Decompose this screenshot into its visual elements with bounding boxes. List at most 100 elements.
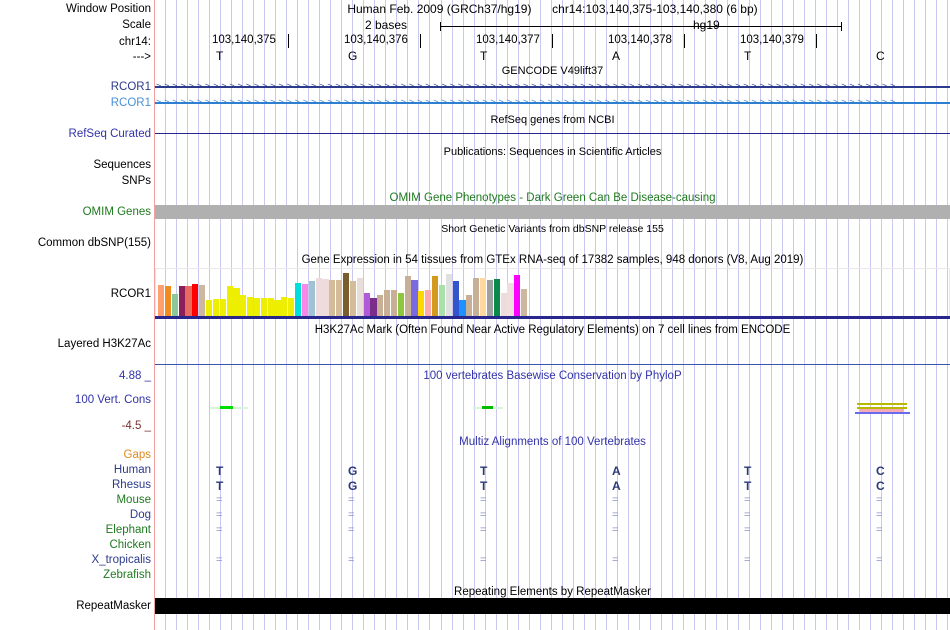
gtex-tissue-bar[interactable] (274, 300, 281, 318)
label-sequences[interactable]: Sequences (93, 159, 151, 171)
label-repeatmasker[interactable]: RepeatMasker (76, 600, 151, 612)
coordinate-ruler[interactable]: 103,140,375 103,140,376 103,140,377 103,140… (155, 34, 950, 50)
multiz-base: A (612, 464, 621, 478)
multiz-gap-mark: = (216, 494, 223, 506)
label-gtex-rcor1[interactable]: RCOR1 (110, 288, 151, 300)
gtex-tissue-bar[interactable] (363, 292, 370, 318)
gtex-tissue-bar[interactable] (384, 290, 391, 318)
gtex-tissue-bar[interactable] (336, 280, 343, 318)
gtex-tissue-bar[interactable] (281, 296, 288, 318)
gtex-tissue-bar[interactable] (404, 276, 411, 318)
gtex-tissue-bar[interactable] (486, 280, 493, 318)
gtex-tissue-bar[interactable] (342, 272, 350, 318)
label-snps[interactable]: SNPs (121, 175, 151, 187)
gtex-tissue-bar[interactable] (301, 283, 309, 318)
gtex-tissue-bar[interactable] (171, 294, 178, 318)
scale-bar-line (440, 26, 842, 27)
gtex-tissue-bar[interactable] (253, 297, 261, 318)
gtex-tissue-bar[interactable] (493, 278, 500, 318)
gtex-tissue-bar[interactable] (247, 296, 254, 318)
cons-max-label: 4.88 _ (119, 370, 151, 382)
label-common-dbsnp[interactable]: Common dbSNP(155) (37, 237, 151, 249)
gtex-tissue-bar[interactable] (432, 276, 439, 318)
gtex-tissue-bar[interactable] (473, 277, 480, 318)
gtex-tissue-bar[interactable] (479, 277, 487, 318)
gtex-tissue-bar[interactable] (370, 297, 377, 318)
multiz-label-human[interactable]: Human (113, 464, 151, 476)
gtex-tissue-bar[interactable] (205, 300, 213, 318)
gtex-tissue-bar[interactable] (459, 300, 466, 318)
gtex-tissue-bar[interactable] (164, 286, 172, 318)
multiz-base: C (876, 464, 885, 478)
label-layered-h3k27ac[interactable]: Layered H3K27Ac (57, 338, 151, 350)
gtex-tissue-bar[interactable] (445, 273, 452, 318)
cons-bar-olive-bottom (857, 407, 907, 409)
gtex-tissue-bar[interactable] (425, 290, 432, 318)
label-omim-genes[interactable]: OMIM Genes (82, 206, 151, 218)
multiz-label-elephant[interactable]: Elephant (105, 524, 151, 536)
rcor1-gencode-transcript-1[interactable]: >>>>>>>>>>>>>>>>>>>>>>>>>>>>>>>>>>>>>>>>… (155, 80, 950, 93)
publications-track-title: Publications: Sequences in Scientific Ar… (443, 146, 662, 158)
gtex-tissue-bar[interactable] (397, 292, 404, 318)
multiz-gap-mark: = (612, 509, 619, 521)
gtex-tissue-bar[interactable] (295, 282, 302, 318)
omim-gene-feature[interactable] (155, 205, 950, 219)
gtex-tissue-bar[interactable] (212, 299, 219, 318)
multiz-label-chicken[interactable]: Chicken (109, 539, 151, 551)
h3k27ac-baseline (155, 364, 950, 365)
gtex-tissue-bar[interactable] (185, 286, 192, 318)
label-refseq-curated[interactable]: RefSeq Curated (68, 128, 151, 140)
gtex-tissue-bar[interactable] (507, 282, 514, 318)
gtex-tissue-bar[interactable] (390, 290, 398, 318)
gtex-tissue-bar[interactable] (514, 275, 521, 318)
gtex-tissue-bar[interactable] (233, 287, 240, 318)
gtex-tissue-bar[interactable] (466, 295, 473, 318)
repeatmasker-feature[interactable] (155, 598, 950, 614)
multiz-gap-mark: = (744, 494, 751, 506)
gtex-tissue-bar[interactable] (329, 280, 336, 318)
track-data-area[interactable]: Human Feb. 2009 (GRCh37/hg19) chr14:103,… (154, 0, 950, 630)
gtex-tissue-bar[interactable] (411, 280, 418, 318)
multiz-gap-mark: = (876, 554, 883, 566)
gtex-tissue-bar[interactable] (308, 281, 315, 318)
gtex-tissue-bar[interactable] (356, 277, 363, 318)
gtex-tissue-bar[interactable] (418, 291, 425, 318)
gtex-tissue-bar[interactable] (500, 292, 507, 318)
gtex-tissue-bar[interactable] (219, 299, 226, 318)
label-rcor1-gencode-1[interactable]: RCOR1 (110, 81, 151, 93)
refseq-curated-feature[interactable] (155, 133, 950, 134)
gtex-expression-barchart[interactable] (155, 268, 950, 318)
multiz-label-rhesus[interactable]: Rhesus (112, 479, 151, 491)
gtex-tissue-bar[interactable] (452, 281, 459, 318)
multiz-label-mouse[interactable]: Mouse (116, 494, 151, 506)
gtex-tissue-bar[interactable] (158, 285, 165, 318)
gtex-tissue-bar[interactable] (377, 295, 384, 318)
multiz-alignment-rows[interactable]: T G T A T C T G T A T C = = = = = = = = = = = = = = = = = = = = = = = = (155, 448, 950, 588)
cons-bar-pink (860, 409, 904, 412)
multiz-label-dog[interactable]: Dog (129, 509, 151, 521)
gtex-tissue-bar[interactable] (199, 285, 206, 318)
rcor1-gencode-transcript-2[interactable]: >>>>>>>>>>>>>>>>>>>>>>>>>>>>>>>>>>>>>>>>… (155, 96, 950, 109)
gtex-tissue-bar[interactable] (521, 288, 528, 318)
conservation-plot[interactable] (155, 368, 950, 430)
label-100-vert-cons[interactable]: 100 Vert. Cons (74, 394, 151, 406)
gtex-tissue-bar[interactable] (226, 286, 233, 318)
gtex-tissue-bar[interactable] (315, 277, 322, 318)
reference-base: T (216, 49, 224, 63)
gtex-tissue-bar[interactable] (349, 281, 356, 318)
gtex-tissue-bar[interactable] (178, 286, 185, 318)
gtex-tissue-bar[interactable] (267, 297, 274, 318)
multiz-gap-mark: = (612, 494, 619, 506)
gene-strand-arrows: >>>>>>>>>>>>>>>>>>>>>>>>>>>>>>>>>>>>>>>>… (156, 97, 899, 107)
multiz-label-x-tropicalis[interactable]: X_tropicalis (91, 554, 151, 566)
gtex-tissue-bar[interactable] (192, 283, 199, 318)
gtex-tissue-bar[interactable] (322, 278, 329, 318)
gtex-tissue-bar[interactable] (260, 297, 267, 318)
gtex-tissue-bar[interactable] (438, 285, 446, 318)
multiz-base: T (744, 479, 752, 493)
gtex-tissue-bar[interactable] (288, 297, 295, 318)
label-rcor1-gencode-2[interactable]: RCOR1 (110, 97, 151, 109)
gtex-tissue-bar[interactable] (240, 295, 247, 318)
multiz-label-zebrafish[interactable]: Zebrafish (103, 569, 151, 581)
multiz-gap-mark: = (348, 524, 355, 536)
